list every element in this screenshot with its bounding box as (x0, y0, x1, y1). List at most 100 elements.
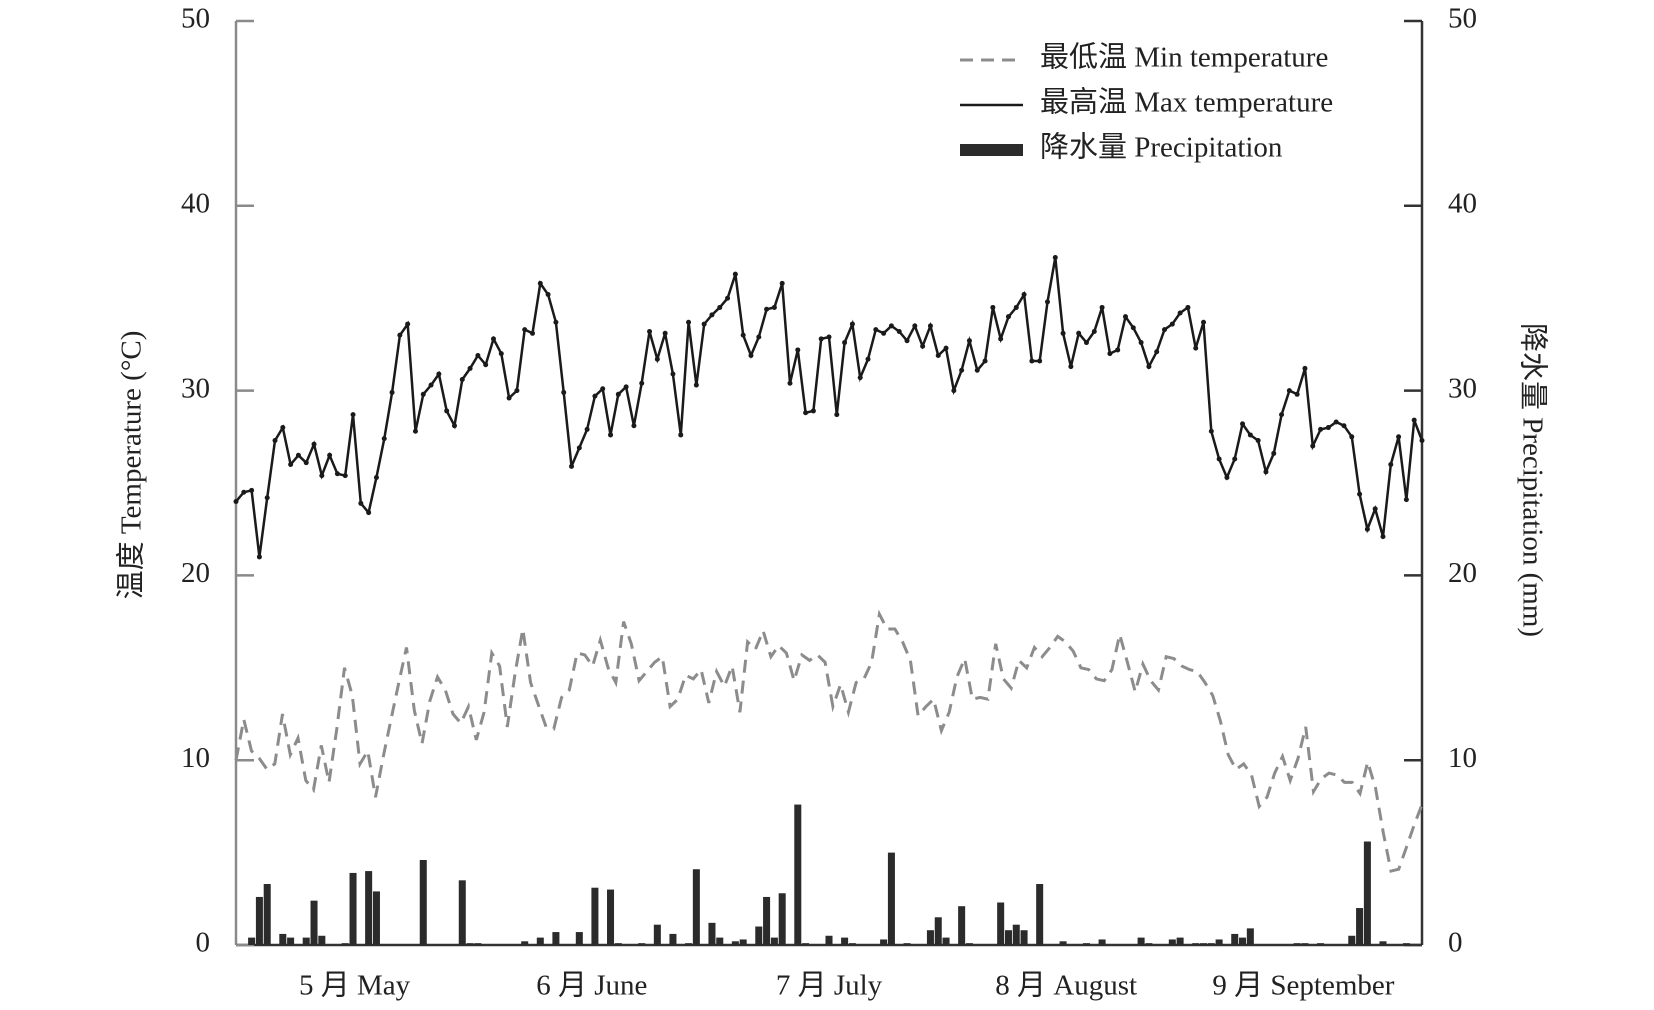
max-temp-point (834, 412, 840, 418)
max-temp-point (662, 330, 668, 336)
max-temp-point (553, 319, 559, 325)
precip-bar (958, 906, 966, 945)
y2-tick-label: 40 (1448, 187, 1477, 219)
precip-bar (934, 917, 942, 945)
y-tick-label: 30 (181, 372, 210, 404)
max-temp-point (381, 436, 387, 442)
precip-bar (1231, 933, 1239, 945)
max-temp-point (420, 391, 426, 397)
precip-bar (731, 941, 739, 945)
max-temp-point (966, 338, 972, 344)
precip-bar (1293, 943, 1301, 945)
max-temp-point (904, 338, 910, 344)
max-temp-point (366, 510, 372, 516)
precip-bar (669, 933, 677, 945)
max-temp-point (810, 408, 816, 414)
max-temp-point (1271, 450, 1277, 456)
max-temp-point (514, 388, 520, 394)
precip-bar (458, 880, 466, 945)
max-temp-point (1060, 330, 1066, 336)
precip-bar (365, 871, 373, 945)
precip-bar (763, 896, 771, 945)
precip-bar (739, 939, 747, 945)
max-temp-point (631, 423, 637, 429)
max-temp-point (654, 356, 660, 362)
precip-bar (1363, 841, 1371, 945)
max-temp-point (459, 377, 465, 383)
precip-bar (1145, 943, 1153, 945)
max-temp-point (1185, 304, 1191, 310)
y-tick-label: 40 (181, 187, 210, 219)
max-temp-point (1208, 428, 1214, 434)
max-temp-point (990, 304, 996, 310)
max-temp-point (826, 334, 832, 340)
max-temp-point (1263, 469, 1269, 475)
precip-bar (997, 902, 1005, 945)
precip-bar (302, 937, 310, 945)
max-temp-point (522, 327, 528, 333)
max-temp-point (927, 323, 933, 329)
precip-bar (638, 943, 646, 945)
max-temp-point (397, 332, 403, 338)
precip-bar (1059, 941, 1067, 945)
max-temp-point (1162, 327, 1168, 333)
max-temp-point (865, 356, 871, 362)
max-temp-point (467, 365, 473, 371)
precip-bar (552, 932, 560, 945)
precip-bar (1036, 884, 1044, 945)
max-temp-point (1279, 412, 1285, 418)
max-temp-point (428, 382, 434, 388)
max-temp-point (1349, 434, 1355, 440)
max-temp-point (1123, 314, 1128, 320)
precip-bar (419, 859, 427, 945)
precip-bar (349, 872, 357, 945)
max-temp-point (1247, 432, 1253, 438)
precip-bar (287, 937, 295, 945)
max-temp-point (920, 343, 926, 349)
max-temp-point (1091, 328, 1097, 334)
max-temp-point (389, 389, 395, 395)
max-temp-point (1240, 421, 1246, 427)
max-temp-point (998, 336, 1004, 342)
max-temp-point (732, 271, 738, 277)
max-temp-point (1052, 255, 1058, 261)
max-temp-point (1154, 349, 1160, 355)
x-tick-label: 8 月 August (995, 970, 1137, 1002)
max-temp-point (982, 358, 988, 364)
max-temp-point (1224, 474, 1230, 480)
precip-bar (1317, 943, 1325, 945)
max-temp-point (249, 487, 255, 493)
precip-bar (716, 937, 724, 945)
max-temp-point (1146, 364, 1152, 370)
precip-bar (1215, 939, 1223, 945)
max-temp-point (311, 441, 317, 447)
max-temp-point (1364, 526, 1370, 532)
max-temp-point (795, 347, 801, 353)
max-temp-point (764, 306, 770, 312)
max-temp-point (350, 412, 356, 418)
max-temp-point (740, 332, 746, 338)
max-temp-point (748, 352, 754, 358)
precip-bar (614, 943, 622, 945)
min-temp-line (234, 609, 1424, 873)
precip-bar (1379, 941, 1387, 945)
max-temp-point (1294, 391, 1300, 397)
max-temp-point (943, 345, 949, 351)
precip-bar (1098, 939, 1106, 945)
precip-bar (521, 941, 529, 945)
max-temp-point (241, 489, 247, 495)
y2-tick-label: 20 (1448, 557, 1477, 589)
max-temp-point (530, 330, 535, 336)
precip-bar (778, 893, 786, 945)
max-temp-point (1201, 319, 1207, 325)
precip-bar (692, 869, 700, 945)
max-temp-point (1068, 364, 1074, 370)
max-temp-point (1021, 292, 1027, 298)
precip-bar (685, 943, 693, 945)
max-temp-point (412, 428, 418, 434)
max-temp-point (639, 380, 645, 386)
precip-bar (770, 937, 778, 945)
precip-bar (825, 935, 833, 945)
max-temp-point (849, 321, 855, 327)
